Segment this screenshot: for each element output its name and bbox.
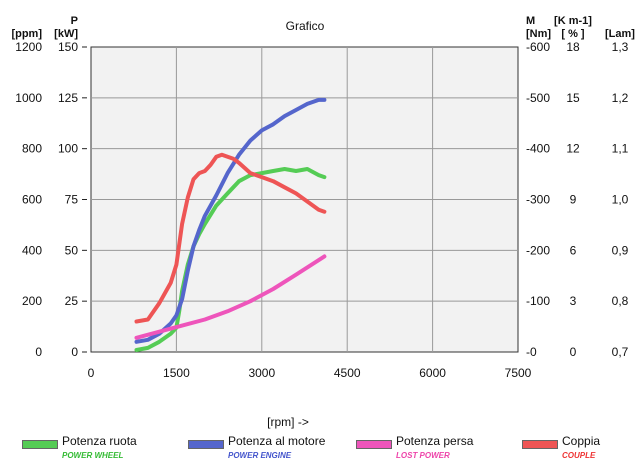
left-axis-tick-label: 1200 bbox=[15, 40, 42, 54]
right-axis-header: [K m-1] bbox=[554, 15, 592, 27]
right-axis-tick-label: -100 bbox=[526, 294, 550, 308]
right-axis-tick-label: 1,2 bbox=[612, 91, 629, 105]
x-tick-label: 7500 bbox=[505, 366, 532, 380]
right-axis-tick-label: 15 bbox=[566, 91, 580, 105]
right-axis-tick-label: 0,8 bbox=[612, 294, 629, 308]
right-axis-header: [ % ] bbox=[561, 28, 585, 40]
left-axis-header: P bbox=[71, 15, 78, 27]
left-axis-tick-label: 400 bbox=[22, 243, 42, 257]
right-axes: -600 -500 -400 -300 -200 -100 -0 M[Nm] 18 15 12 9 6 3… bbox=[526, 15, 635, 359]
right-axis-tick-label: 6 bbox=[570, 243, 577, 257]
chart-title: Grafico bbox=[286, 19, 325, 33]
legend-swatch bbox=[356, 440, 392, 449]
x-tick-label: 4500 bbox=[334, 366, 361, 380]
x-tick-label: 3000 bbox=[248, 366, 275, 380]
right-axis-tick-label: 1,1 bbox=[612, 142, 629, 156]
chart: Grafico 120010008006004002000[ppm]150125… bbox=[11, 15, 635, 429]
right-axis-tick-label: 9 bbox=[570, 193, 577, 207]
right-axis-tick-label: 0 bbox=[570, 345, 577, 359]
right-axis-tick-label: -0 bbox=[526, 345, 537, 359]
series-line-potenza-al-motore bbox=[134, 97, 327, 344]
left-axis-tick-label: 600 bbox=[22, 193, 42, 207]
legend-label: Potenza ruota bbox=[62, 434, 137, 448]
left-axis-header: [ppm] bbox=[11, 28, 42, 40]
legend-label: Potenza persa bbox=[396, 434, 474, 448]
legend-sublabel: LOST POWER bbox=[396, 451, 450, 460]
right-axis-tick-label: 3 bbox=[570, 294, 577, 308]
left-axes: 1200 1000 800 600 400 200 0 [ppm] 150 125 100 75 50 2… bbox=[11, 15, 87, 359]
legend-swatch bbox=[188, 440, 224, 449]
left-axis-tick-label: 150 bbox=[58, 40, 78, 54]
legend-sublabel: POWER ENGINE bbox=[228, 451, 292, 460]
legend: Potenza ruota POWER WHEEL Potenza al mot… bbox=[0, 434, 640, 468]
left-axis-tick-label: 50 bbox=[65, 243, 79, 257]
right-axis-tick-label: -300 bbox=[526, 193, 550, 207]
series-line-coppia bbox=[134, 152, 327, 324]
right-axis-header: M bbox=[526, 15, 535, 27]
right-axis-tick-label: 1,3 bbox=[612, 40, 629, 54]
series-line-potenza-ruota bbox=[134, 167, 327, 352]
legend-label: Potenza al motore bbox=[228, 434, 326, 448]
right-axis-tick-label: 18 bbox=[566, 40, 580, 54]
series-layer bbox=[134, 97, 327, 352]
left-axis-tick-label: 100 bbox=[58, 142, 78, 156]
x-axis-label: [rpm] -> bbox=[267, 415, 309, 429]
left-axis-tick-label: 1000 bbox=[15, 91, 42, 105]
left-axis-tick-label: 0 bbox=[71, 345, 78, 359]
right-axis-tick-label: -500 bbox=[526, 91, 550, 105]
right-axis-tick-label: 12 bbox=[566, 142, 580, 156]
right-axis-tick-label: -600 bbox=[526, 40, 550, 54]
right-axis-tick-label: -200 bbox=[526, 243, 550, 257]
series-line-potenza-persa bbox=[134, 254, 327, 340]
right-axis-tick-label: 0,9 bbox=[612, 243, 629, 257]
left-axis-tick-label: 25 bbox=[65, 294, 79, 308]
left-axis-tick-label: 800 bbox=[22, 142, 42, 156]
left-axis-tick-label: 0 bbox=[35, 345, 42, 359]
x-tick-label: 1500 bbox=[163, 366, 190, 380]
x-tick-label: 0 bbox=[88, 366, 95, 380]
right-axis-tick-label: 1,0 bbox=[612, 193, 629, 207]
left-axis-header: [kW] bbox=[54, 28, 78, 40]
legend-sublabel: POWER WHEEL bbox=[62, 451, 124, 460]
legend-swatch bbox=[522, 440, 558, 449]
legend-swatch bbox=[22, 440, 58, 449]
left-axis-tick-label: 200 bbox=[22, 294, 42, 308]
left-axis-tick-label: 75 bbox=[65, 193, 79, 207]
legend-label: Coppia bbox=[562, 434, 601, 448]
x-tick-labels: 0 1500 3000 4500 6000 7500 bbox=[88, 366, 532, 380]
right-axis-header: [Nm] bbox=[526, 28, 551, 40]
right-axis-tick-label: -400 bbox=[526, 142, 550, 156]
right-axis-tick-label: 0,7 bbox=[612, 345, 629, 359]
right-axis-header: [Lam] bbox=[605, 28, 635, 40]
left-axis-tick-label: 125 bbox=[58, 91, 78, 105]
legend-sublabel: COUPLE bbox=[562, 451, 596, 460]
x-tick-label: 6000 bbox=[419, 366, 446, 380]
